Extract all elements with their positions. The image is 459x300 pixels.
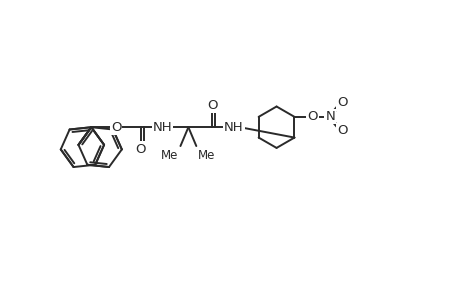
Text: O: O [336, 124, 347, 137]
Text: O: O [135, 142, 146, 155]
Text: O: O [111, 121, 121, 134]
Text: NH: NH [224, 121, 243, 134]
Text: Me: Me [161, 149, 178, 162]
Text: O: O [207, 99, 217, 112]
Text: Me: Me [198, 149, 215, 162]
Text: NH: NH [152, 121, 172, 134]
Text: O: O [336, 97, 347, 110]
Text: O: O [307, 110, 317, 123]
Text: N: N [325, 110, 334, 123]
